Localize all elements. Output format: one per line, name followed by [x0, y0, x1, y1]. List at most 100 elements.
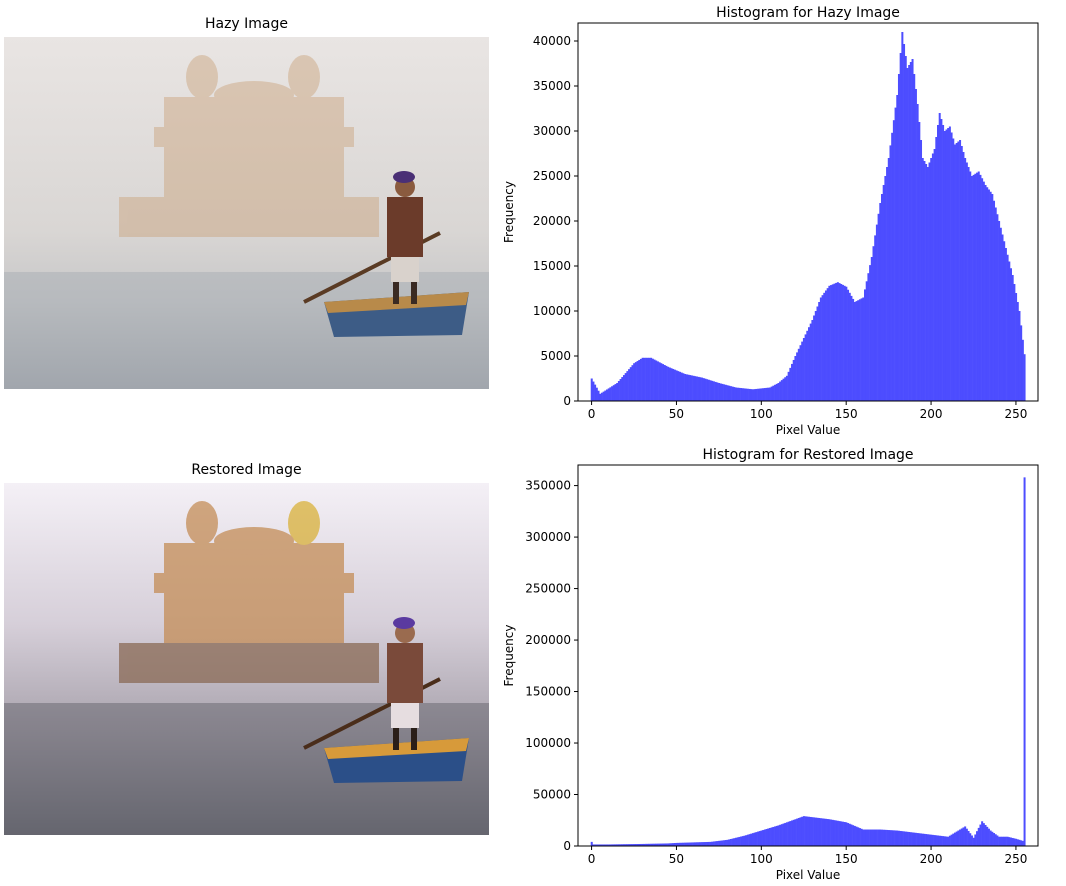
histogram-bar: [665, 365, 668, 401]
histogram-bar: [607, 388, 610, 401]
histogram-bar: [947, 836, 950, 846]
histogram-bar: [1008, 261, 1011, 401]
histogram-bar: [967, 830, 970, 846]
histogram-bar: [619, 844, 622, 846]
histogram-bar: [634, 844, 637, 846]
histogram-bar: [904, 831, 907, 846]
histogram-bar: [704, 842, 707, 846]
histogram-bar: [989, 191, 992, 401]
histogram-bar: [650, 357, 653, 401]
histogram-bar: [977, 827, 980, 846]
histogram-bar: [701, 842, 704, 846]
histogram-bar: [780, 380, 783, 401]
histogram-bar: [797, 348, 800, 401]
x-tick-label: 150: [835, 852, 858, 866]
histogram-bar: [855, 826, 858, 846]
histogram-bar: [777, 383, 780, 401]
histogram-bar: [811, 320, 814, 401]
histogram-bars: [590, 477, 1026, 846]
histogram-bar: [904, 56, 907, 401]
y-tick-label: 40000: [533, 34, 571, 48]
histogram-bar: [823, 292, 826, 401]
histogram-bar: [998, 221, 1001, 401]
histogram-bar: [740, 836, 743, 846]
histogram-bar: [879, 203, 882, 401]
histogram-bar: [986, 826, 989, 846]
histogram-bar: [959, 829, 962, 846]
histogram-bar: [677, 842, 680, 846]
histogram-bar: [679, 842, 681, 846]
histogram-bar: [879, 829, 882, 846]
histogram-bar: [646, 357, 649, 401]
histogram-bar: [718, 383, 721, 401]
histogram-bar: [809, 816, 812, 846]
histogram-bar: [726, 385, 729, 401]
x-tick-label: 50: [669, 852, 684, 866]
histogram-bar: [877, 829, 880, 846]
histogram-bar: [772, 826, 775, 846]
histogram-bar: [735, 837, 738, 846]
histogram-bar: [789, 821, 792, 846]
histogram-bar: [702, 378, 705, 401]
histogram-bar: [855, 301, 858, 401]
histogram-bar: [852, 298, 855, 401]
histogram-bar: [1003, 241, 1006, 401]
histogram-bar: [738, 836, 741, 846]
histogram-bar: [760, 388, 763, 401]
histogram-bar: [896, 830, 899, 846]
histogram-bar: [874, 829, 877, 846]
histogram-bar: [787, 821, 790, 846]
histogram-bar: [948, 835, 951, 846]
histogram-bar: [692, 375, 695, 401]
histogram-bar: [651, 358, 654, 401]
histogram-bar: [943, 131, 946, 401]
histogram-bar: [617, 381, 620, 401]
histogram-bar: [636, 361, 639, 401]
histogram-bar: [745, 388, 748, 401]
histogram-bar: [884, 176, 887, 401]
histogram-bar: [877, 213, 880, 401]
histogram-bar: [663, 843, 666, 846]
histogram-bar: [728, 839, 731, 846]
histogram-bar: [660, 363, 663, 401]
histogram-bar: [729, 839, 732, 846]
histogram-bar: [690, 375, 693, 401]
histogram-bar: [697, 376, 700, 401]
histogram-bar: [874, 235, 877, 401]
histogram-bar: [906, 68, 909, 401]
histogram-bar: [869, 829, 872, 846]
histogram-bar: [993, 833, 996, 846]
x-axis-label: Pixel Value: [776, 423, 841, 437]
histogram-bar: [942, 125, 945, 401]
histogram-bar: [622, 844, 625, 846]
histogram-bar: [600, 844, 603, 846]
histogram-bar: [792, 819, 795, 846]
histogram-bar: [687, 374, 690, 401]
x-tick-label: 150: [835, 407, 858, 421]
histogram-bar: [784, 377, 787, 401]
histogram-bar: [751, 833, 754, 846]
histogram-bar: [887, 830, 890, 846]
histogram-bar: [821, 295, 824, 401]
histogram-bar: [857, 300, 860, 401]
histogram-bar: [982, 181, 985, 401]
histogram-bar: [694, 376, 697, 401]
histogram-bar: [970, 176, 973, 401]
histogram-bar: [835, 282, 838, 401]
histogram-bar: [797, 817, 800, 846]
histogram-bar: [721, 840, 724, 846]
histogram-bar: [782, 823, 785, 846]
histogram-bar: [899, 830, 902, 846]
histogram-bar: [799, 345, 802, 401]
histogram-bar: [702, 842, 705, 846]
histogram-bar: [1016, 302, 1019, 401]
histogram-bar: [736, 387, 739, 401]
histogram-bar: [631, 365, 634, 401]
histogram-bar: [833, 283, 836, 401]
histogram-bar: [682, 373, 685, 401]
histogram-bar: [809, 323, 812, 401]
y-tick-label: 100000: [525, 736, 571, 750]
histogram-bar: [987, 828, 990, 846]
histogram-bar: [695, 842, 698, 846]
histogram-bar: [1013, 838, 1016, 846]
